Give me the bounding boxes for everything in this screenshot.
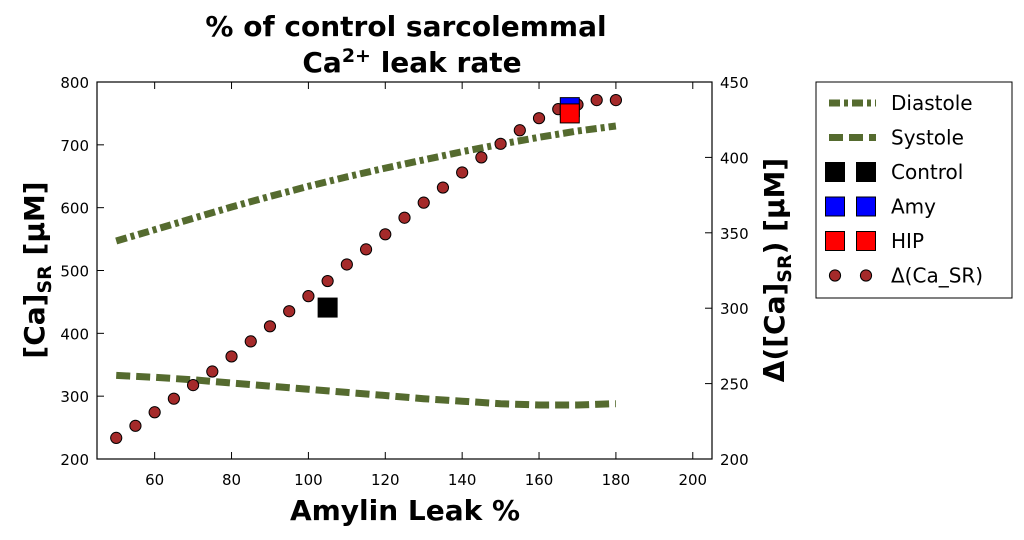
y-right-axis-label: Δ([Ca]SR) [μM] — [758, 158, 796, 382]
x-tick-label: 140 — [448, 471, 477, 489]
marker-control — [317, 297, 338, 318]
y-right-tick-label: 200 — [720, 451, 749, 469]
legend-label-control: Control — [891, 160, 963, 184]
delta-ca-sr-point — [129, 419, 142, 432]
delta-ca-sr-point — [110, 431, 123, 444]
legend-frame — [815, 81, 1013, 299]
y-right-tick-label: 300 — [720, 300, 749, 318]
legend-label-systole: Systole — [891, 126, 964, 150]
y-right-tick-label: 350 — [720, 225, 749, 243]
legend-swatch-ca-sr — [859, 269, 873, 282]
delta-ca-sr-point — [206, 365, 219, 378]
delta-ca-sr-point — [398, 211, 411, 224]
y-left-tick-label: 300 — [60, 388, 89, 406]
chart-title-superscript: 2+ — [342, 45, 371, 67]
legend-swatch-control — [825, 162, 845, 182]
y-left-label-sub: SR — [34, 265, 56, 294]
chart-title-ca: Ca — [302, 46, 341, 79]
y-right-tick-label: 400 — [720, 149, 749, 167]
x-tick-label: 100 — [294, 471, 323, 489]
delta-ca-sr-point — [283, 305, 296, 318]
marker-hip — [559, 103, 580, 124]
delta-ca-sr-point — [148, 406, 161, 419]
x-tick-label: 80 — [222, 471, 241, 489]
y-left-tick-label: 600 — [60, 200, 89, 218]
legend-swatch-amy — [825, 196, 845, 217]
delta-ca-sr-point — [475, 151, 488, 164]
legend: Diastole Systole Control Amy HIP Δ(Ca_SR) — [815, 81, 1013, 299]
y-right-axis-ticks: 200 250 300 350 400 450 — [705, 74, 749, 469]
x-tick-label: 120 — [371, 471, 400, 489]
y-left-label-unit: [μM] — [18, 181, 51, 265]
chart-title-line1: % of control sarcolemmal — [205, 10, 606, 43]
legend-label-diastole: Diastole — [891, 91, 973, 115]
delta-ca-sr-point — [225, 350, 238, 363]
y-left-tick-label: 500 — [60, 263, 89, 281]
delta-ca-sr-point — [436, 181, 450, 194]
legend-swatch-ca-sr — [828, 269, 842, 282]
delta-ca-sr-point — [321, 274, 334, 288]
series-line-diastole — [115, 122, 617, 245]
y-left-tick-label: 700 — [60, 137, 89, 155]
delta-ca-sr-point — [186, 379, 200, 392]
delta-ca-sr-point — [417, 196, 430, 209]
chart-title-line2: Ca2+ leak rate — [302, 45, 521, 79]
y-left-axis-label: [Ca]SR [μM] — [18, 181, 56, 358]
y-left-tick-label: 200 — [60, 451, 89, 469]
delta-ca-sr-point — [340, 258, 353, 271]
x-tick-label: 180 — [602, 471, 631, 489]
legend-swatch-hip — [856, 231, 876, 251]
x-axis-ticks: 60 80 100 120 140 160 180 200 — [145, 82, 707, 489]
series-layer — [110, 93, 623, 444]
legend-swatch-amy — [856, 196, 876, 217]
y-right-label-suffix: ) [μM] — [758, 158, 791, 255]
y-right-label-sub: SR — [774, 254, 796, 283]
y-right-tick-label: 250 — [720, 376, 749, 394]
delta-ca-sr-point — [359, 243, 373, 256]
chart-title-rest: leak rate — [371, 46, 522, 79]
delta-ca-sr-point — [590, 93, 603, 107]
y-left-tick-label: 400 — [60, 325, 89, 343]
legend-label-hip: HIP — [891, 229, 924, 253]
delta-ca-sr-point — [494, 137, 507, 150]
x-axis-label: Amylin Leak % — [290, 494, 520, 527]
delta-ca-sr-point — [513, 124, 526, 137]
x-tick-label: 200 — [678, 471, 707, 489]
series-line-systole — [116, 371, 617, 409]
delta-ca-sr-point — [532, 112, 546, 125]
legend-swatch-hip — [825, 231, 845, 251]
y-right-label-prefix: Δ([Ca] — [758, 283, 791, 383]
y-right-tick-label: 450 — [720, 74, 749, 92]
y-left-axis-ticks: 200 300 400 500 600 700 800 — [60, 74, 104, 469]
x-tick-label: 60 — [145, 471, 164, 489]
legend-label-ca-sr: Δ(Ca_SR) — [891, 264, 983, 288]
delta-ca-sr-point — [244, 335, 257, 348]
y-left-label-base: [Ca] — [18, 294, 51, 359]
delta-ca-sr-point — [263, 320, 277, 333]
legend-label-amy: Amy — [891, 195, 936, 219]
delta-ca-sr-point — [456, 166, 469, 179]
delta-ca-sr-point — [379, 228, 392, 241]
x-tick-label: 160 — [525, 471, 554, 489]
plot-area — [96, 81, 713, 460]
delta-ca-sr-point — [609, 93, 623, 107]
y-left-tick-label: 800 — [60, 74, 89, 92]
legend-swatch-control — [856, 162, 876, 182]
delta-ca-sr-point — [167, 392, 180, 405]
delta-ca-sr-point — [302, 290, 315, 303]
